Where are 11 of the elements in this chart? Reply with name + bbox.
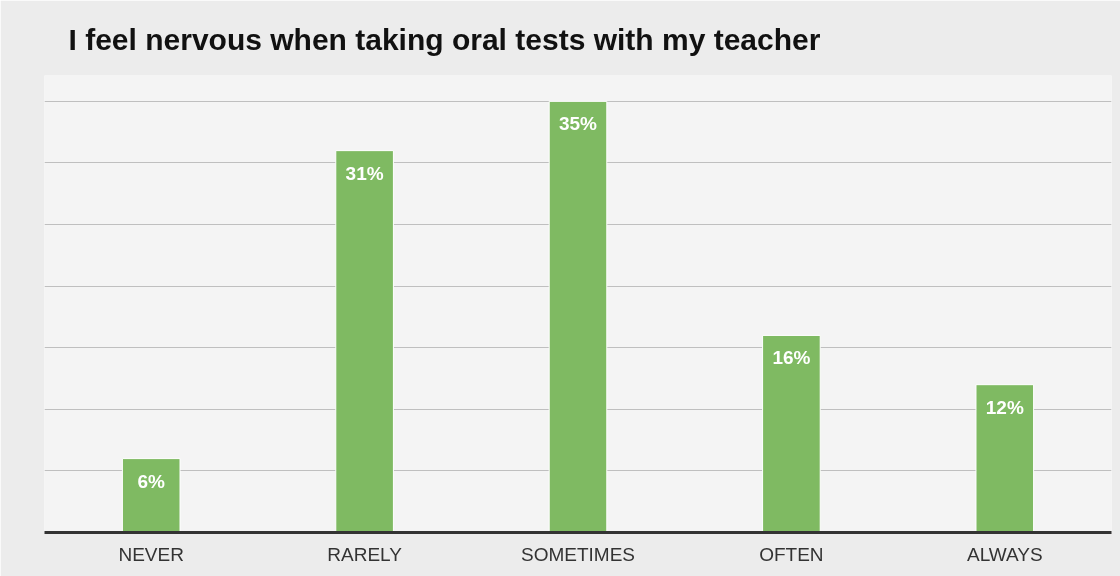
chart-title: I feel nervous when taking oral tests with my teacher (68, 22, 821, 56)
x-tick-label: RARELY (327, 543, 403, 565)
x-tick-label: SOMETIMES (521, 543, 636, 565)
data-label: 6% (137, 470, 166, 492)
data-label: 16% (772, 347, 811, 369)
data-label: 35% (558, 113, 598, 135)
x-tick-label: OFTEN (759, 543, 824, 565)
data-label: 12% (985, 396, 1024, 418)
x-tick-label: ALWAYS (966, 543, 1043, 565)
data-label: 31% (345, 162, 384, 184)
x-tick-label: NEVER (118, 543, 184, 565)
